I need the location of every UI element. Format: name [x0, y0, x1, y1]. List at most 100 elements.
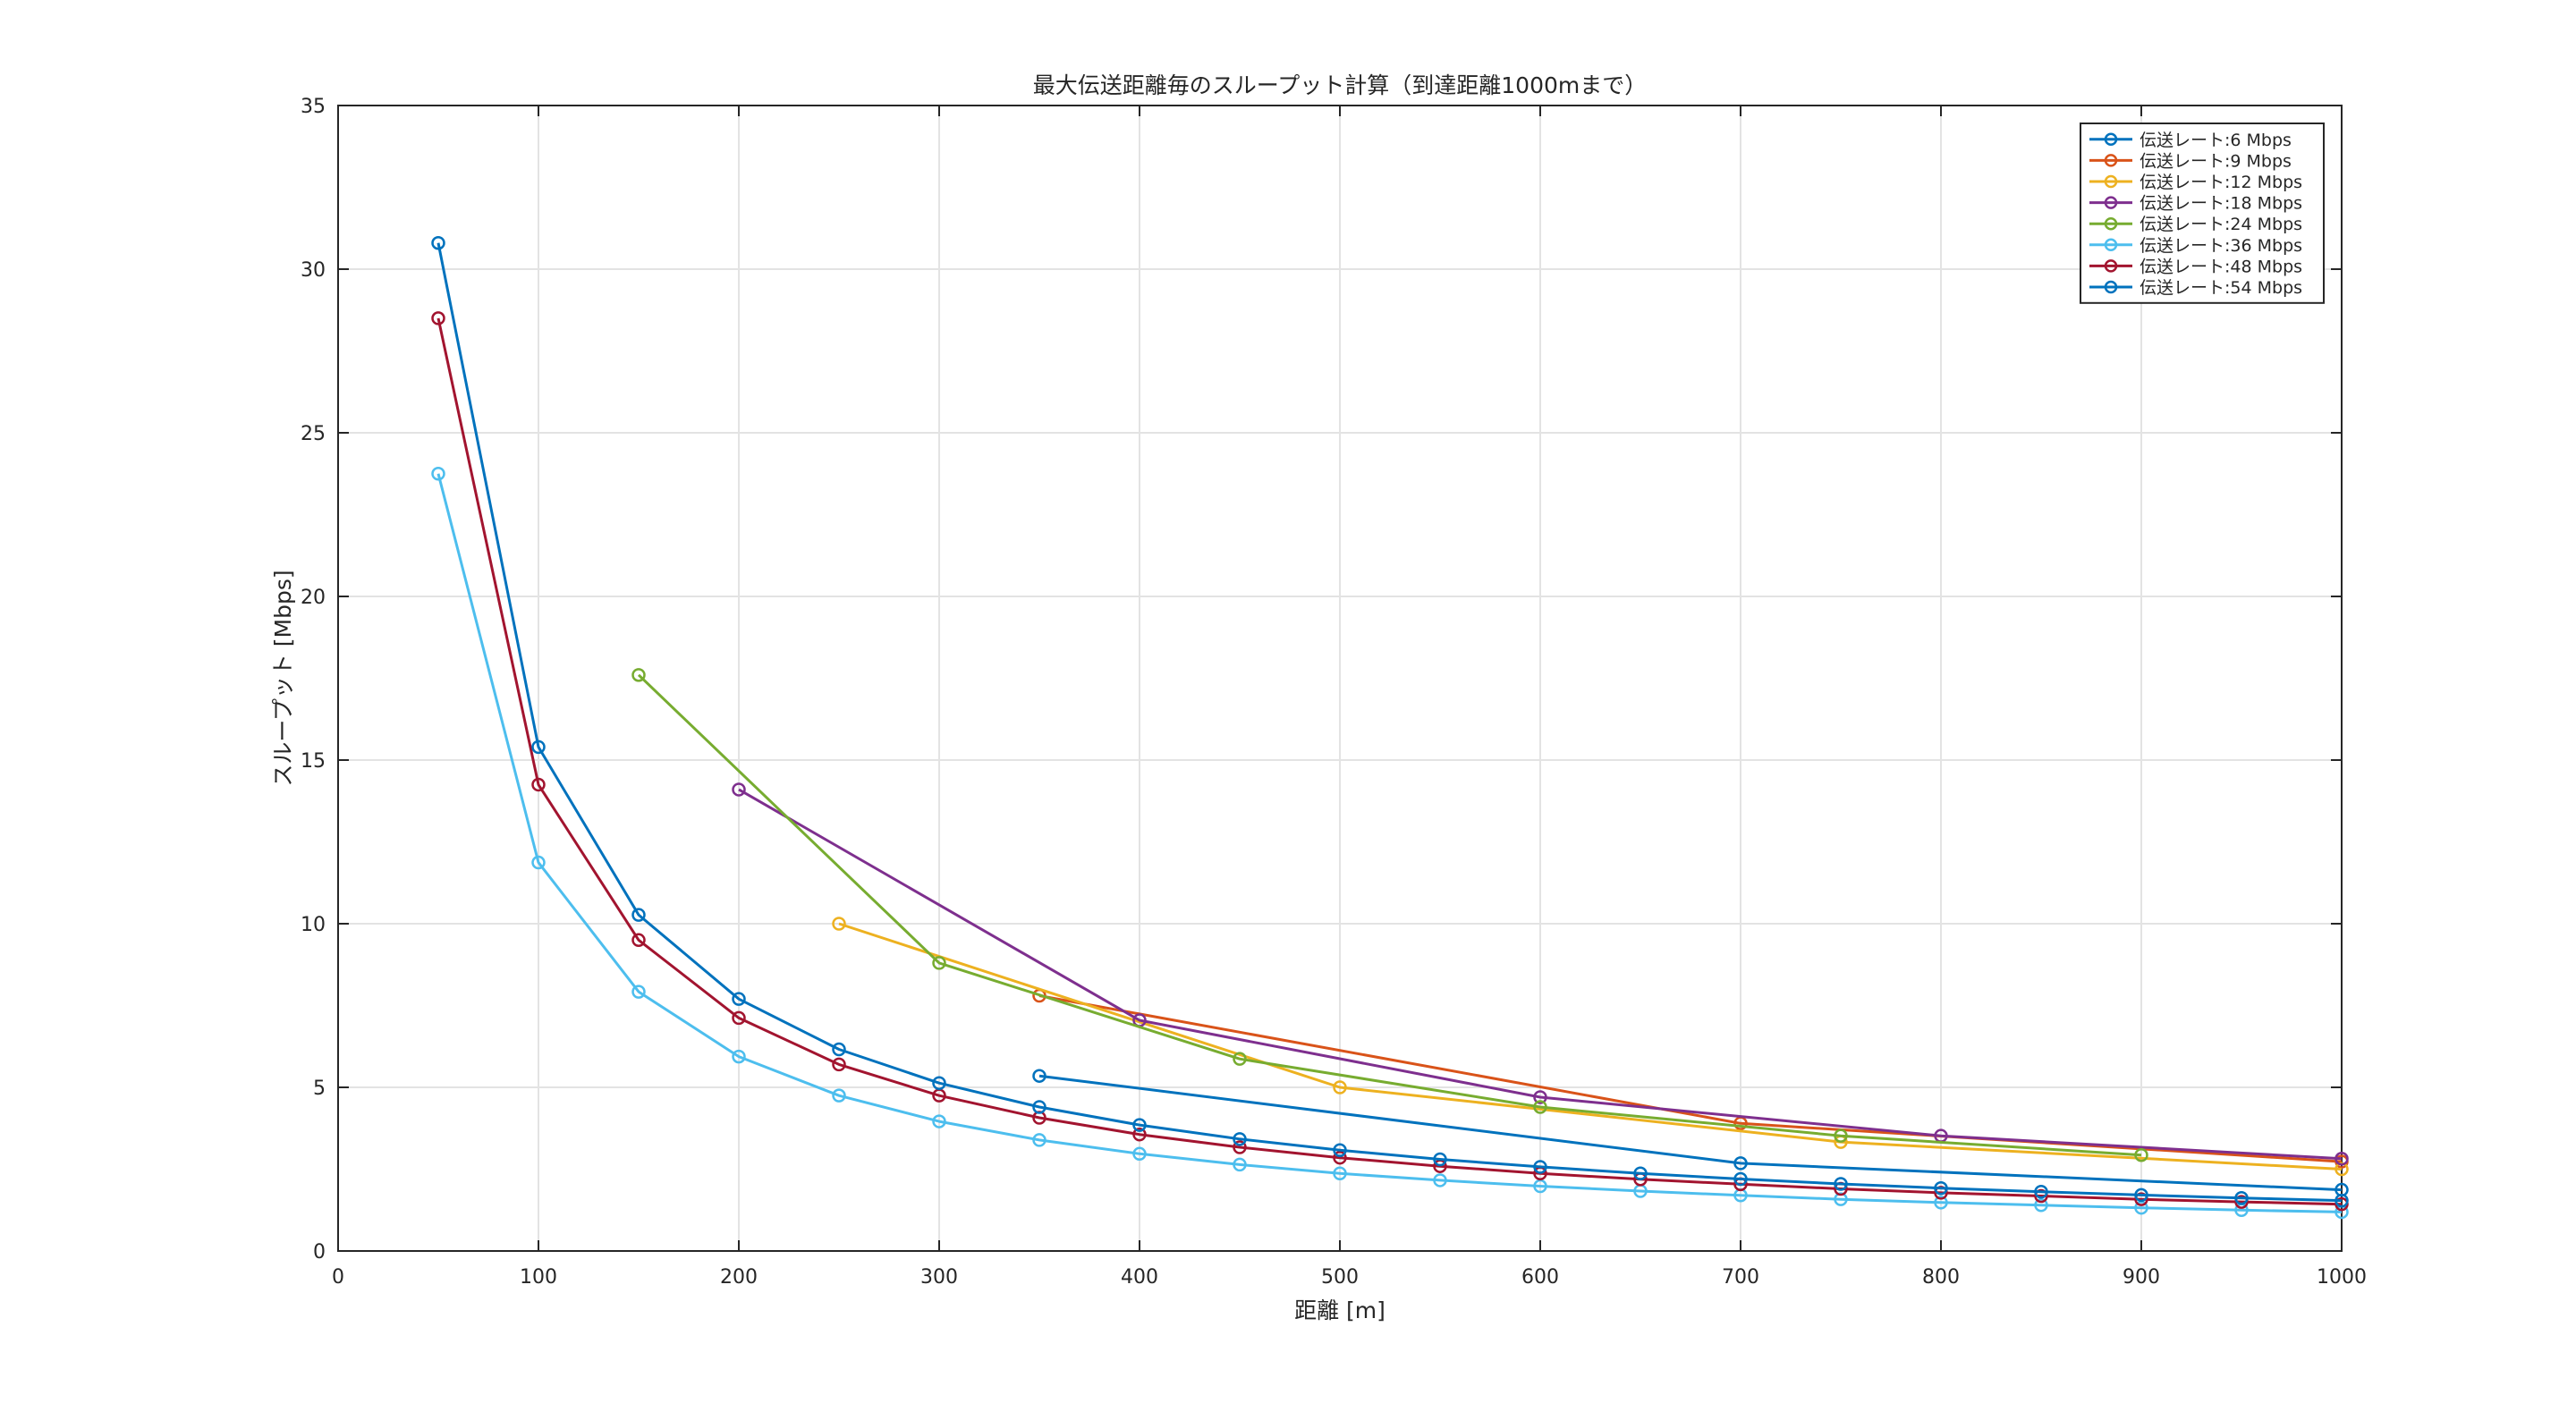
- legend-swatch-marker: [2104, 154, 2118, 167]
- data-point: [1233, 1052, 1247, 1066]
- data-point: [1733, 1171, 1748, 1187]
- data-point: [1633, 1166, 1648, 1181]
- y-tick-label: 35: [301, 96, 326, 118]
- series-line: [1038, 1074, 2343, 1192]
- data-point: [531, 777, 546, 792]
- x-tick-label: 1000: [2317, 1266, 2367, 1289]
- series-lines: [431, 235, 2349, 1220]
- data-point: [2334, 1152, 2349, 1166]
- data-point: [1233, 1157, 1247, 1172]
- data-point: [1333, 1166, 1347, 1181]
- data-point: [1433, 1173, 1447, 1187]
- data-point: [2234, 1195, 2249, 1209]
- axis-ticks: 0 100 200 300 400 500 600 700 800 900 1000 0 5 10 15 20…: [301, 96, 2367, 1289]
- y-tick-label: 30: [301, 259, 326, 282]
- data-point: [2034, 1185, 2048, 1199]
- x-tick-label: 200: [720, 1266, 758, 1289]
- x-tick-label: 700: [1722, 1266, 1759, 1289]
- data-point: [2334, 1193, 2349, 1208]
- legend-label: 伝送レート:24 Mbps: [2140, 215, 2302, 234]
- chart-title: 最大伝送距離毎のスループット計算（到達距離1000mまで）: [1033, 72, 1647, 98]
- data-point: [2134, 1187, 2148, 1203]
- data-point: [732, 1049, 746, 1064]
- data-point: [1934, 1196, 1948, 1210]
- y-tick-label: 0: [313, 1241, 326, 1264]
- data-point: [832, 1057, 846, 1072]
- legend-label: 伝送レート:9 Mbps: [2140, 151, 2292, 171]
- x-tick-label: 100: [520, 1266, 557, 1289]
- legend-entry: 伝送レート:9 Mbps: [2089, 151, 2292, 171]
- y-tick-label: 15: [301, 750, 326, 773]
- data-point: [1934, 1180, 1948, 1196]
- data-point: [1032, 1100, 1046, 1114]
- x-tick-label: 800: [1922, 1266, 1960, 1289]
- legend-label: 伝送レート:54 Mbps: [2140, 278, 2302, 298]
- data-point: [1834, 1128, 1848, 1143]
- legend-label: 伝送レート:6 Mbps: [2140, 131, 2292, 150]
- legend-label: 伝送レート:48 Mbps: [2140, 257, 2302, 276]
- data-point: [2034, 1188, 2048, 1204]
- data-point: [1132, 1146, 1147, 1162]
- data-point: [631, 985, 646, 999]
- legend-entry: 伝送レート:48 Mbps: [2089, 257, 2302, 276]
- y-tick-label: 5: [313, 1078, 326, 1100]
- legend-box: [2080, 123, 2325, 304]
- data-point: [1333, 1150, 1347, 1165]
- data-point: [631, 933, 646, 948]
- data-point: [732, 1010, 746, 1026]
- data-point: [2234, 1190, 2249, 1205]
- x-axis-title: 距離 [m]: [1294, 1297, 1385, 1323]
- data-point: [1733, 1156, 1748, 1171]
- legend-swatch-marker: [2104, 238, 2118, 252]
- legend-swatch-marker: [2104, 196, 2118, 209]
- x-tick-label: 600: [1521, 1266, 1559, 1289]
- legend-entry: 伝送レート:18 Mbps: [2089, 194, 2302, 214]
- data-point: [631, 668, 646, 682]
- legend-entry: 伝送レート:6 Mbps: [2089, 131, 2292, 150]
- data-point: [2034, 1198, 2048, 1213]
- series-line: [436, 473, 2343, 1213]
- legend-entry: 伝送レート:24 Mbps: [2089, 215, 2302, 234]
- data-point: [1032, 1133, 1046, 1147]
- data-point: [431, 467, 445, 481]
- data-point: [1233, 1140, 1247, 1154]
- data-point: [932, 1076, 946, 1090]
- legend-label: 伝送レート:18 Mbps: [2140, 194, 2302, 214]
- data-point: [932, 956, 946, 970]
- data-point: [1233, 1132, 1247, 1146]
- data-point: [1333, 1080, 1347, 1095]
- data-point: [832, 917, 846, 931]
- data-point: [531, 740, 546, 755]
- series-5: [631, 668, 2148, 1162]
- series-3: [832, 917, 2349, 1177]
- data-point: [732, 782, 746, 797]
- x-tick-label: 900: [2123, 1266, 2160, 1289]
- data-point: [932, 1114, 946, 1128]
- legend-label: 伝送レート:36 Mbps: [2140, 236, 2302, 256]
- legend-entry: 伝送レート:12 Mbps: [2089, 173, 2302, 192]
- series-8: [431, 235, 2349, 1208]
- legend-entry: 伝送レート:36 Mbps: [2089, 236, 2302, 256]
- data-point: [2334, 1162, 2349, 1177]
- series-line: [738, 788, 2343, 1161]
- series-line: [637, 673, 2142, 1157]
- legend-swatch-marker: [2104, 132, 2118, 147]
- data-point: [832, 1088, 846, 1103]
- data-point: [1032, 1069, 1046, 1083]
- data-point: [1834, 1192, 1848, 1206]
- data-point: [732, 992, 746, 1006]
- series-line: [838, 922, 2343, 1171]
- legend-swatch-marker: [2104, 216, 2118, 231]
- series-line: [436, 317, 2343, 1206]
- y-tick-label: 20: [301, 587, 326, 609]
- data-point: [631, 908, 646, 922]
- data-point: [2134, 1200, 2148, 1215]
- x-tick-label: 0: [332, 1266, 344, 1289]
- legend-swatch-marker: [2104, 174, 2118, 189]
- series-line: [436, 242, 2343, 1203]
- data-point: [531, 855, 546, 870]
- legend-swatch-marker: [2104, 280, 2118, 294]
- data-point: [1834, 1177, 1848, 1191]
